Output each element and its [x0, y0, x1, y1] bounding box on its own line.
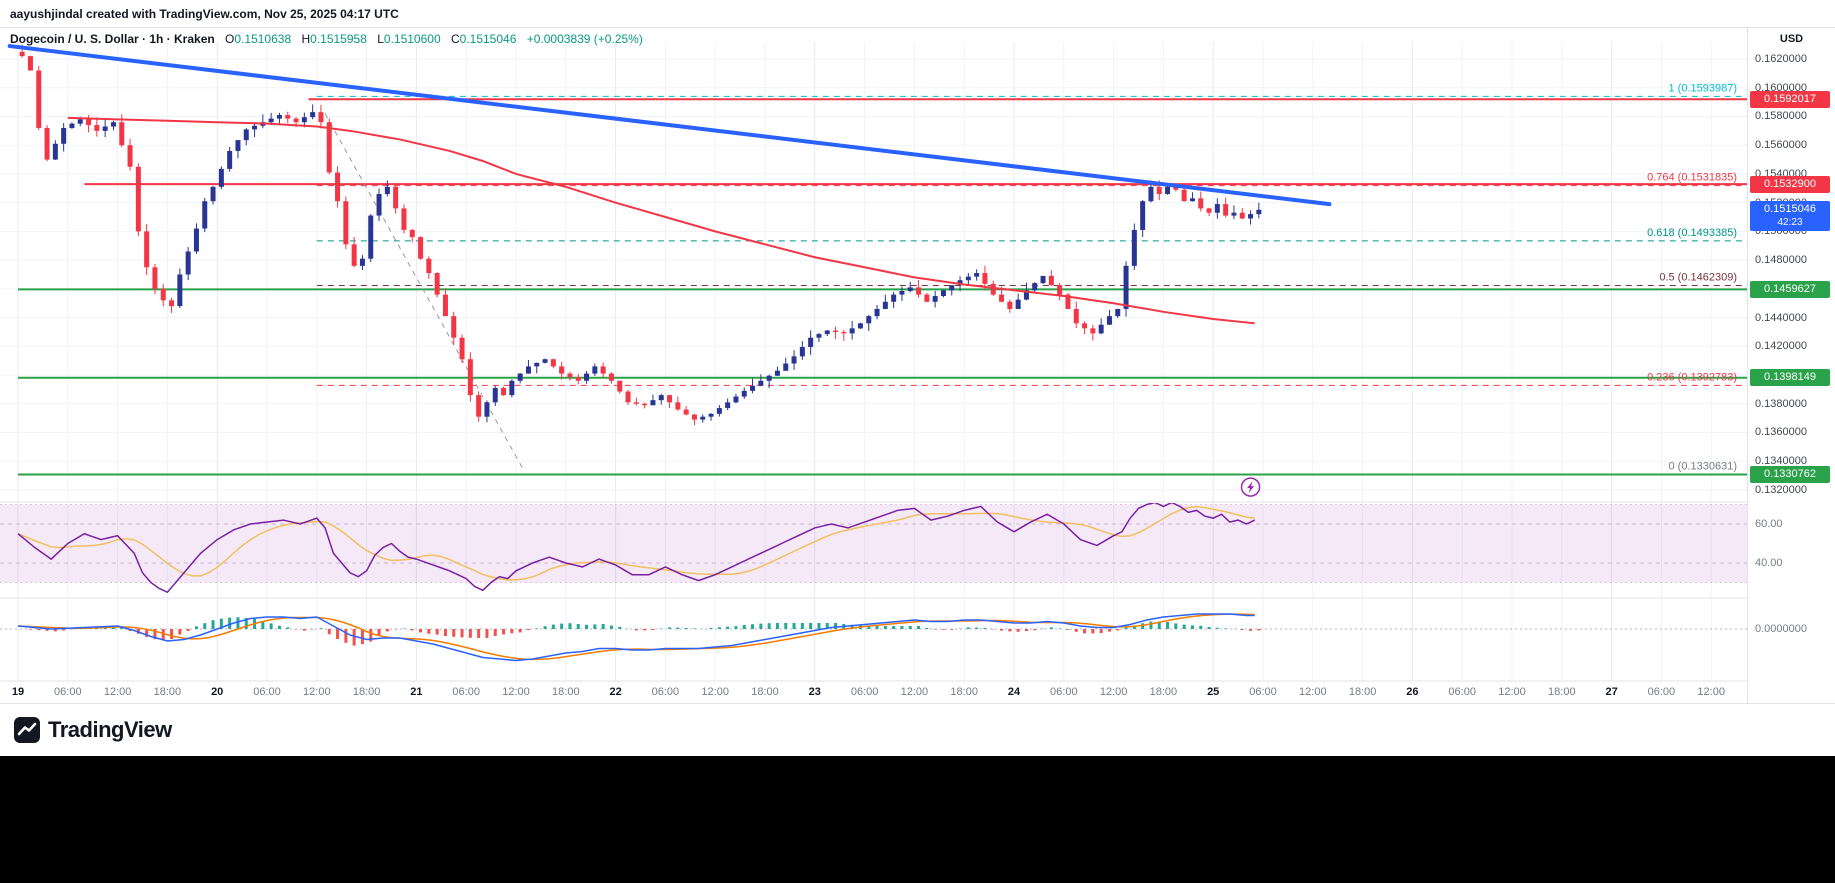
trendline[interactable] — [7, 44, 1332, 207]
price-tick-label: 0.1620000 — [1755, 53, 1807, 65]
price-tick-label: 0.1580000 — [1755, 110, 1807, 123]
attribution-text: aayushjindal created with TradingView.co… — [10, 6, 399, 21]
chart-canvas[interactable]: 1 (0.1593987) 0.764 (0.1531835) 0.618 (0.1… — [0, 28, 1747, 703]
horizontal-levels-layer[interactable] — [18, 98, 1747, 476]
price-tick-label: 0.1320000 — [1755, 483, 1807, 496]
grid-layer — [0, 42, 1747, 681]
price-tick-label: 0.1360000 — [1755, 426, 1807, 439]
ohlc-open-value: 0.1510638 — [234, 32, 292, 46]
fib-levels-layer[interactable] — [316, 95, 1747, 476]
svg-text:18:00: 18:00 — [552, 686, 580, 698]
svg-text:0.236 (0.1392783): 0.236 (0.1392783) — [1647, 371, 1737, 383]
macd-pane — [0, 613, 1747, 662]
svg-text:06:00: 06:00 — [253, 686, 281, 698]
ohlc-low-label: L — [377, 32, 384, 46]
svg-text:18:00: 18:00 — [353, 686, 381, 698]
svg-text:12:00: 12:00 — [1697, 686, 1725, 698]
ohlc-high-label: H — [301, 32, 311, 46]
svg-text:27: 27 — [1605, 686, 1617, 698]
svg-text:12:00: 12:00 — [701, 686, 729, 698]
svg-text:0.764 (0.1531835): 0.764 (0.1531835) — [1647, 172, 1737, 184]
price-level-badge: 0.1592017 — [1750, 90, 1830, 108]
ohlc-change: +0.0003839 (+0.25%) — [526, 32, 643, 46]
svg-text:1 (0.1593987): 1 (0.1593987) — [1669, 82, 1738, 94]
svg-text:06:00: 06:00 — [851, 686, 879, 698]
svg-text:06:00: 06:00 — [652, 686, 680, 698]
symbol-title[interactable]: Dogecoin / U. S. Dollar · 1h · Kraken — [10, 32, 215, 46]
svg-text:0.618 (0.1493385): 0.618 (0.1493385) — [1647, 227, 1737, 239]
price-scale-currency: USD — [1779, 33, 1804, 45]
price-tick-label: 0.1440000 — [1755, 311, 1807, 324]
ohlc-close-value: 0.1515046 — [459, 32, 517, 46]
svg-text:06:00: 06:00 — [1648, 686, 1676, 698]
last-price-badge: 0.1515046 42:23 — [1750, 201, 1830, 232]
svg-text:18:00: 18:00 — [1548, 686, 1576, 698]
svg-text:26: 26 — [1406, 686, 1418, 698]
rsi-pane — [0, 503, 1747, 594]
chart-area: 1 (0.1593987) 0.764 (0.1531835) 0.618 (0.1… — [0, 28, 1835, 703]
svg-text:18:00: 18:00 — [751, 686, 779, 698]
candles-layer — [19, 44, 1262, 426]
time-axis[interactable]: 19 06:00 12:00 18:00 20 06:00 12:00 18:00 21 06:0… — [12, 686, 1725, 698]
svg-text:06:00: 06:00 — [54, 686, 82, 698]
lightning-marker[interactable] — [1240, 477, 1261, 497]
svg-text:20: 20 — [211, 686, 223, 698]
tradingview-logo-icon — [14, 717, 40, 743]
indicator-scale-label: 0.0000000 — [1755, 623, 1807, 635]
price-tick-label: 0.1420000 — [1755, 340, 1807, 353]
svg-text:19: 19 — [12, 686, 24, 698]
breakdown-dashed-line[interactable] — [324, 113, 525, 472]
svg-text:24: 24 — [1008, 686, 1021, 698]
ohlc-close-label: C — [450, 32, 460, 46]
svg-text:18:00: 18:00 — [1150, 686, 1178, 698]
pane-header: Dogecoin / U. S. Dollar · 1h · Kraken O0… — [10, 32, 643, 46]
svg-text:25: 25 — [1207, 686, 1219, 698]
svg-text:06:00: 06:00 — [1249, 686, 1277, 698]
svg-text:18:00: 18:00 — [154, 686, 182, 698]
svg-text:12:00: 12:00 — [502, 686, 530, 698]
svg-text:06:00: 06:00 — [1050, 686, 1078, 698]
footer-bar: TradingView — [0, 703, 1835, 756]
indicator-scale-label: 60.00 — [1755, 518, 1783, 530]
attribution-bar: aayushjindal created with TradingView.co… — [0, 0, 1835, 28]
price-tick-label: 0.1560000 — [1755, 139, 1807, 152]
svg-text:12:00: 12:00 — [104, 686, 132, 698]
bottom-black-bar — [0, 756, 1835, 883]
price-tick-label: 0.1340000 — [1755, 455, 1807, 468]
svg-text:12:00: 12:00 — [1299, 686, 1327, 698]
lightning-icon — [1247, 481, 1255, 494]
svg-text:12:00: 12:00 — [303, 686, 331, 698]
svg-text:06:00: 06:00 — [452, 686, 480, 698]
ohlc-low-value: 0.1510600 — [383, 32, 441, 46]
svg-text:0 (0.1330631): 0 (0.1330631) — [1669, 461, 1738, 473]
ma-line — [67, 116, 1255, 325]
svg-text:18:00: 18:00 — [1349, 686, 1377, 698]
tradingview-logo-text: TradingView — [48, 717, 172, 742]
price-level-badge: 0.1330762 — [1750, 465, 1830, 483]
price-tick-label: 0.1380000 — [1755, 397, 1807, 410]
ohlc-open-label: O — [225, 32, 235, 46]
indicator-scale-label: 40.00 — [1755, 557, 1783, 569]
svg-text:0.5 (0.1462309): 0.5 (0.1462309) — [1659, 272, 1737, 284]
svg-text:12:00: 12:00 — [901, 686, 929, 698]
svg-text:18:00: 18:00 — [950, 686, 978, 698]
price-level-badge: 0.1398149 — [1750, 369, 1830, 387]
pane-separators — [0, 501, 1747, 682]
svg-text:22: 22 — [609, 686, 621, 698]
price-level-badge: 0.1532900 — [1750, 175, 1830, 193]
svg-text:21: 21 — [410, 686, 422, 698]
price-tick-label: 0.1480000 — [1755, 254, 1807, 267]
price-level-badge: 0.1459627 — [1750, 280, 1830, 298]
svg-text:06:00: 06:00 — [1448, 686, 1476, 698]
svg-text:12:00: 12:00 — [1100, 686, 1128, 698]
svg-text:12:00: 12:00 — [1498, 686, 1526, 698]
price-scale[interactable]: USD 0.1620000 0.1600000 0.1580000 0.1560000… — [1747, 28, 1835, 703]
ohlc-high-value: 0.1515958 — [310, 32, 367, 46]
svg-text:23: 23 — [809, 686, 821, 698]
fib-labels-layer: 1 (0.1593987) 0.764 (0.1531835) 0.618 (0.1… — [1647, 82, 1737, 472]
tradingview-logo[interactable]: TradingView — [14, 717, 172, 743]
